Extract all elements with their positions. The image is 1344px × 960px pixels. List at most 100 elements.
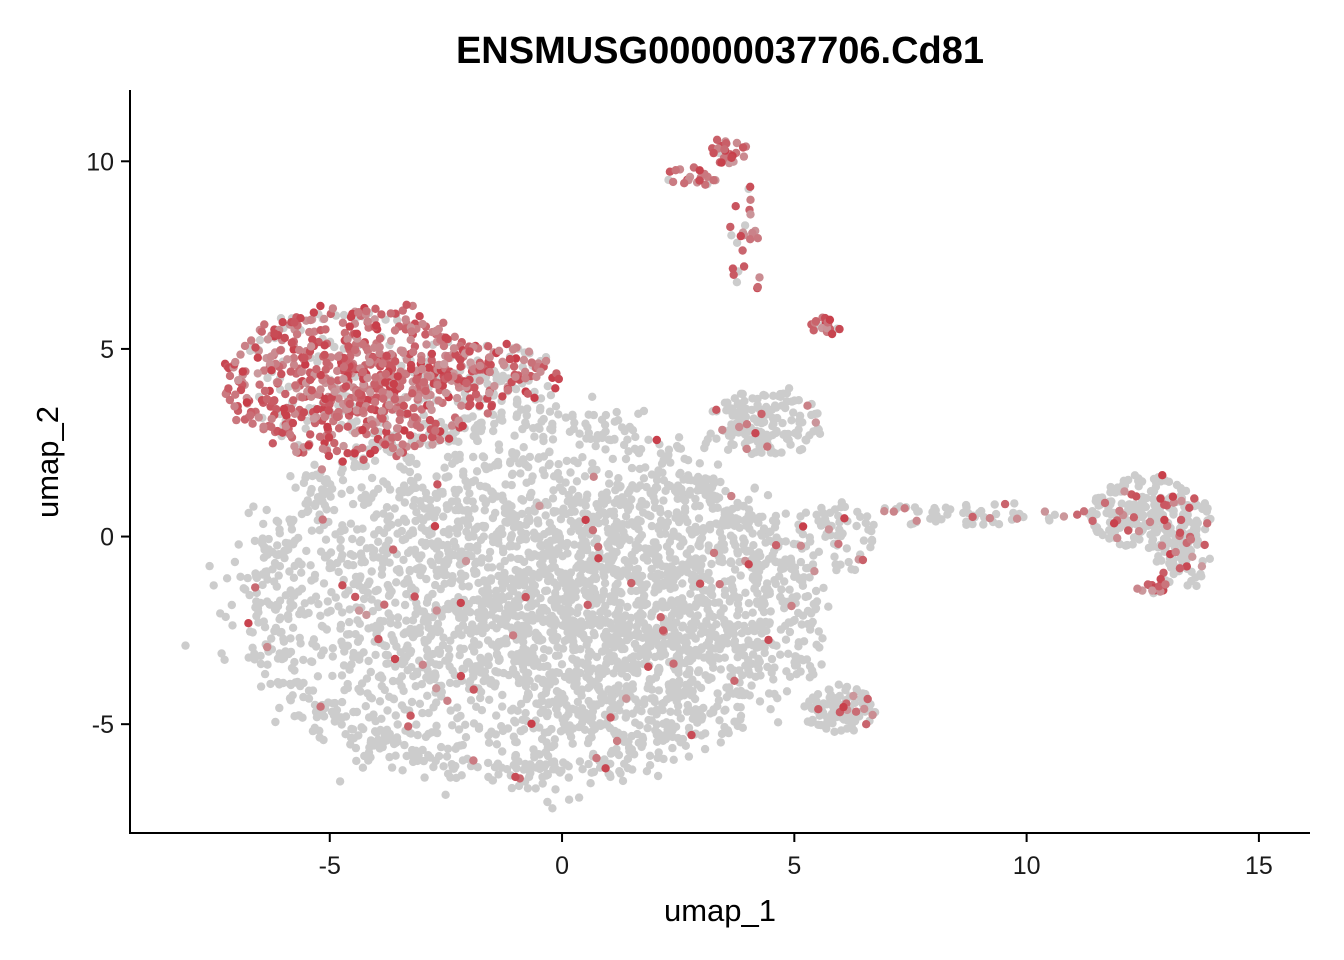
cell-point <box>539 653 548 663</box>
cell-point <box>308 726 318 736</box>
cell-point <box>266 679 275 689</box>
cell-point <box>926 514 935 523</box>
cell-point-expressing <box>295 345 304 355</box>
cell-point <box>288 691 297 700</box>
cell-point <box>809 551 818 560</box>
cell-point <box>319 712 329 721</box>
cell-point <box>682 670 691 679</box>
cell-point <box>256 682 266 691</box>
cell-point <box>499 668 508 678</box>
cell-point <box>367 595 376 604</box>
cell-point <box>222 574 232 583</box>
cell-point <box>400 600 410 610</box>
cell-point-expressing <box>432 684 441 693</box>
cell-point <box>1044 514 1054 523</box>
cell-point-expressing <box>238 367 247 376</box>
cell-point <box>351 743 361 753</box>
cell-point-expressing <box>287 338 296 347</box>
cell-point <box>861 518 870 528</box>
cell-point-expressing <box>410 413 419 422</box>
cell-point <box>551 507 561 516</box>
cell-point <box>495 445 504 455</box>
cell-point <box>498 416 507 425</box>
cell-point <box>536 541 545 550</box>
cell-point <box>352 707 362 717</box>
cell-point <box>258 534 267 543</box>
cell-point <box>492 711 501 720</box>
cell-point-expressing <box>509 362 519 371</box>
cell-point <box>693 594 702 603</box>
cell-point <box>680 563 689 572</box>
cell-point <box>750 584 759 593</box>
cell-point-expressing <box>382 351 391 360</box>
cell-point <box>290 657 299 667</box>
cell-point-expressing <box>527 719 536 728</box>
cell-point <box>618 776 628 786</box>
cell-point-expressing <box>316 385 325 394</box>
cell-point <box>751 672 760 681</box>
cell-point <box>473 546 482 555</box>
cell-point <box>603 556 613 565</box>
cell-point-expressing <box>236 385 246 395</box>
cell-point <box>562 573 572 582</box>
cell-point <box>288 623 298 632</box>
cell-point <box>697 572 707 581</box>
cell-point <box>1139 500 1148 509</box>
cell-point <box>736 571 745 580</box>
cell-point <box>548 556 558 566</box>
cell-point <box>654 663 664 673</box>
cell-point <box>762 430 771 439</box>
cell-point <box>547 523 557 533</box>
cell-point-expressing <box>351 592 360 602</box>
cell-point-expressing <box>316 702 325 711</box>
cell-point <box>547 742 556 752</box>
cell-point-expressing <box>418 433 428 443</box>
cell-point <box>435 660 444 670</box>
cell-point-expressing <box>810 567 819 576</box>
cell-point-expressing <box>388 444 398 453</box>
cell-point <box>578 765 587 774</box>
cell-point <box>427 529 436 538</box>
cell-point <box>304 506 313 515</box>
cell-point-expressing <box>399 348 408 357</box>
cell-point <box>274 571 283 580</box>
cell-point <box>789 408 798 417</box>
cell-point <box>551 402 561 411</box>
cell-point-expressing <box>412 375 421 385</box>
cell-point <box>531 599 541 608</box>
cell-point-expressing <box>727 491 736 501</box>
cell-point <box>602 666 611 676</box>
cell-point <box>428 560 437 570</box>
cell-point <box>418 483 427 492</box>
cell-point <box>337 637 346 646</box>
cell-point <box>577 718 587 728</box>
cell-point-expressing <box>359 455 368 464</box>
cell-point <box>291 483 300 492</box>
cell-point <box>733 702 742 712</box>
cell-point <box>1137 509 1146 518</box>
cell-point <box>676 714 685 723</box>
cell-point-expressing <box>292 330 302 339</box>
cell-point <box>410 495 419 505</box>
cell-point <box>631 629 641 638</box>
cell-point <box>805 431 814 440</box>
cell-point <box>553 583 562 592</box>
cell-point <box>254 608 263 617</box>
cell-point-expressing <box>333 412 342 422</box>
cell-point-expressing <box>267 422 276 432</box>
cell-point <box>420 614 430 624</box>
cell-point <box>565 606 574 615</box>
cell-point-expressing <box>330 438 339 448</box>
cell-point-expressing <box>395 382 405 391</box>
cell-point <box>307 526 317 535</box>
cell-point <box>432 544 441 553</box>
cell-point <box>582 672 591 682</box>
cell-point <box>495 654 504 663</box>
cell-point <box>479 676 488 686</box>
cell-point <box>1150 500 1159 510</box>
cell-point <box>505 601 515 610</box>
cell-point-expressing <box>368 420 377 429</box>
cell-point <box>329 505 339 515</box>
cell-point <box>517 611 526 620</box>
cell-point <box>808 560 818 569</box>
